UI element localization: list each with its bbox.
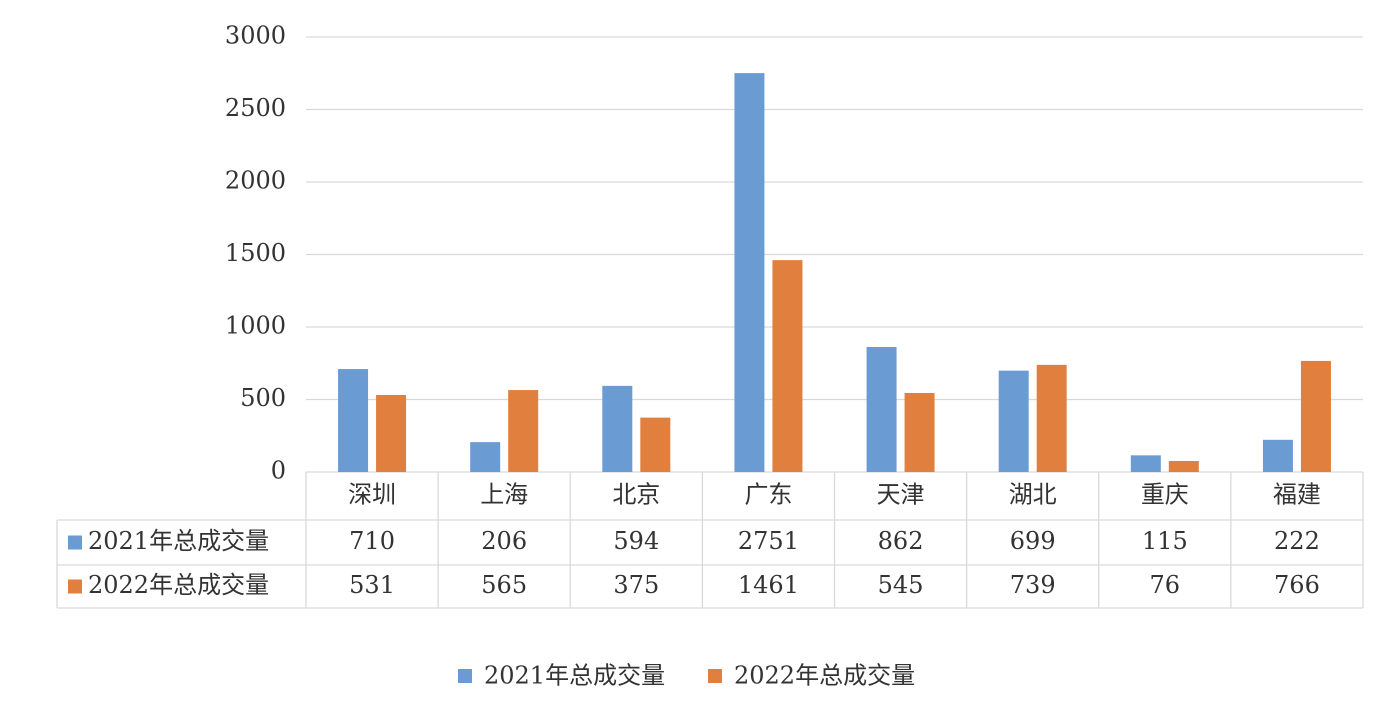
table-value: 76 bbox=[1150, 571, 1181, 599]
x-tick-label: 深圳 bbox=[348, 481, 396, 509]
x-tick-label: 北京 bbox=[612, 481, 660, 509]
bar bbox=[998, 370, 1029, 472]
x-tick-label: 上海 bbox=[480, 481, 528, 509]
table-legend-key bbox=[68, 535, 82, 550]
x-tick-label: 湖北 bbox=[1009, 481, 1057, 509]
x-tick-label: 天津 bbox=[877, 481, 925, 509]
table-value: 545 bbox=[878, 571, 924, 599]
table-value: 739 bbox=[1010, 571, 1056, 599]
table-value: 222 bbox=[1274, 527, 1320, 555]
bar bbox=[1130, 455, 1161, 472]
table-value: 594 bbox=[613, 527, 659, 555]
bar bbox=[866, 347, 897, 472]
y-tick-label: 2000 bbox=[225, 167, 286, 195]
y-tick-label: 1000 bbox=[225, 312, 286, 340]
bar bbox=[772, 260, 803, 472]
bar bbox=[508, 390, 539, 472]
x-tick-label: 重庆 bbox=[1141, 481, 1189, 509]
bar bbox=[1168, 460, 1199, 472]
bar bbox=[602, 385, 633, 472]
table-value: 766 bbox=[1274, 571, 1320, 599]
bar bbox=[1036, 364, 1067, 472]
y-tick-label: 3000 bbox=[225, 22, 286, 50]
bar bbox=[904, 392, 935, 472]
y-tick-label: 1500 bbox=[225, 239, 286, 267]
table-value: 710 bbox=[349, 527, 395, 555]
table-value: 115 bbox=[1142, 527, 1188, 555]
legend-label: 2022年总成交量 bbox=[734, 662, 915, 690]
legend-label: 2021年总成交量 bbox=[484, 662, 665, 690]
table-value: 375 bbox=[613, 571, 659, 599]
legend-key bbox=[708, 669, 722, 683]
bar bbox=[734, 73, 765, 472]
bar bbox=[470, 442, 501, 472]
bar bbox=[1300, 360, 1331, 472]
table-row-header: 2021年总成交量 bbox=[88, 527, 269, 555]
y-tick-label: 0 bbox=[271, 457, 286, 485]
bar bbox=[640, 417, 671, 472]
table-value: 206 bbox=[481, 527, 527, 555]
table-value: 699 bbox=[1010, 527, 1056, 555]
table-value: 2751 bbox=[738, 527, 799, 555]
table-legend-key bbox=[68, 579, 82, 594]
y-tick-label: 500 bbox=[240, 384, 286, 412]
bar bbox=[376, 395, 407, 472]
bar bbox=[338, 369, 369, 472]
legend-key bbox=[458, 669, 472, 683]
y-tick-label: 2500 bbox=[225, 94, 286, 122]
table-value: 531 bbox=[349, 571, 395, 599]
table-value: 565 bbox=[481, 571, 527, 599]
table-value: 862 bbox=[878, 527, 924, 555]
table-value: 1461 bbox=[738, 571, 799, 599]
bar bbox=[1262, 439, 1293, 472]
table-row-header: 2022年总成交量 bbox=[88, 571, 269, 599]
x-tick-label: 福建 bbox=[1273, 481, 1321, 509]
x-tick-label: 广东 bbox=[744, 481, 792, 509]
